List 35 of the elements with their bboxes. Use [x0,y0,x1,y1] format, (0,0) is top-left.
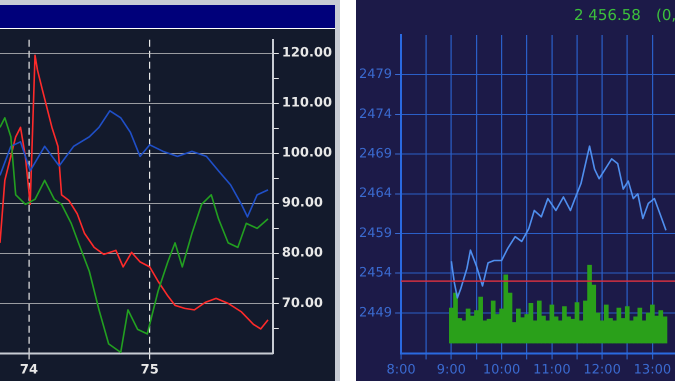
x-tick-label: 11:00 [533,362,571,378]
bar [616,308,622,344]
bar [604,304,609,344]
x-tick-label: 74 [20,362,38,378]
y-tick-label: 2469 [358,146,392,162]
y-tick-label: 70.00 [282,296,323,311]
x-tick-label: 13:00 [634,362,672,378]
bar [490,300,496,344]
bar [528,303,534,344]
bar [550,304,554,344]
y-tick-label: 80.00 [282,246,323,261]
y-tick-label: 100.00 [282,146,332,161]
x-tick-label: 75 [140,362,159,378]
chart-title: 2 456.58 [574,6,641,24]
bar [536,300,542,344]
text: (0, [656,6,675,24]
y-tick-label: 2459 [358,226,392,241]
bar [453,292,458,344]
y-tick-label: 2474 [358,106,392,122]
bar [478,296,483,344]
bar [587,264,592,344]
bar [624,306,630,344]
y-tick-label: 2449 [358,305,392,320]
bar [574,302,580,344]
x-tick-label: 10:00 [482,362,520,378]
y-tick-label: 90.00 [282,196,323,211]
y-tick-label: 2479 [358,67,392,82]
y-tick-label: 120.00 [282,46,332,61]
x-tick-label: 9:00 [436,362,466,378]
y-tick-label: 2464 [358,186,392,202]
bar [562,306,567,344]
x-tick-label: 12:00 [583,362,621,378]
x-tick-label: 8:00 [386,362,416,378]
y-tick-label: 110.00 [282,96,332,111]
y-tick-label: 2454 [358,266,392,281]
